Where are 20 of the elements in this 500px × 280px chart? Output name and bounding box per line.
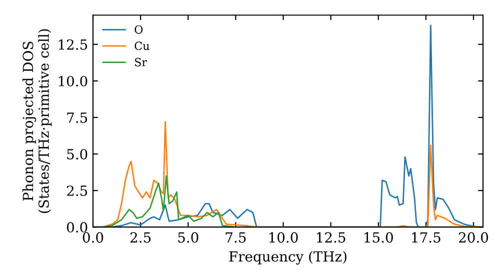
x-tick-label: 17.5 — [412, 232, 440, 243]
x-axis-title: Frequency (THz) — [229, 250, 346, 265]
y-tick-label: 5.0 — [67, 148, 88, 160]
x-tick-label: 5.0 — [178, 232, 198, 243]
legend-label: Cu — [134, 42, 150, 50]
y-tick-label: 10.0 — [58, 76, 88, 86]
x-tick-label: 20.0 — [458, 232, 488, 243]
y-tick-label: 0.0 — [66, 222, 88, 233]
x-tick-label: 2.5 — [130, 232, 151, 243]
legend-label: Sr — [135, 58, 148, 66]
y-tick-label: 2.5 — [66, 186, 88, 196]
x-tick-label: 15.0 — [364, 232, 393, 243]
x-tick-label: 7.5 — [226, 232, 246, 243]
x-tick-label: 12.5 — [317, 232, 346, 243]
x-tick-label: 10.0 — [269, 232, 298, 243]
x-tick-label: 0.0 — [82, 232, 104, 243]
legend-label: O — [134, 25, 143, 34]
y-axis-title: Phonon projected DOS (States/THz·primitive cell) — [22, 29, 52, 213]
y-tick-label: 12.5 — [58, 39, 88, 50]
y-tick-label: 7.5 — [67, 112, 88, 123]
